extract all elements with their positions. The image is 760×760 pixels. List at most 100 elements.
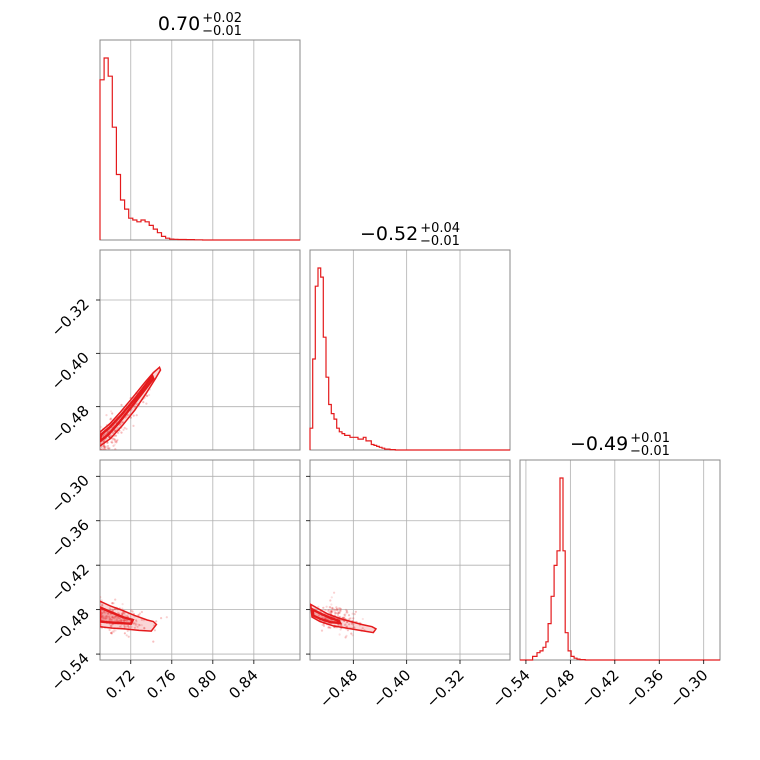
sample-point: [93, 440, 95, 442]
sample-point: [338, 611, 341, 614]
sample-point: [329, 599, 332, 602]
sample-point: [146, 394, 149, 398]
contour-inner: [100, 373, 155, 443]
sample-point: [107, 447, 110, 450]
sample-point: [337, 607, 340, 610]
y-tick-label: −0.30: [48, 471, 93, 516]
sample-point: [97, 440, 99, 442]
sample-point: [91, 438, 93, 440]
sample-point: [98, 450, 100, 452]
sample-point: [344, 623, 347, 626]
sample-point: [110, 632, 113, 635]
sample-point: [141, 618, 144, 622]
sample-point: [110, 625, 113, 628]
sample-point: [113, 443, 116, 446]
sample-point: [126, 629, 129, 632]
sample-point: [90, 457, 92, 459]
sample-point: [94, 607, 96, 609]
sample-point: [102, 610, 106, 613]
sample-point: [347, 617, 350, 621]
sample-point: [119, 422, 122, 425]
sample-point: [93, 622, 95, 624]
sample-point: [98, 628, 100, 630]
sample-point: [125, 427, 128, 430]
sample-point: [132, 414, 135, 417]
sample-point: [96, 442, 98, 444]
x-tick-label: −0.48: [316, 666, 361, 711]
panel-r2-c0: [93, 459, 301, 661]
sample-point: [105, 414, 108, 417]
sample-point: [97, 434, 99, 436]
sample-point: [352, 626, 355, 629]
sample-point: [118, 617, 122, 620]
sample-point: [327, 626, 330, 629]
sample-point: [140, 624, 143, 627]
sample-point: [333, 608, 336, 611]
sample-point: [114, 430, 117, 433]
sample-point: [108, 619, 111, 622]
sample-point: [112, 630, 115, 633]
sample-point: [89, 456, 91, 458]
sample-point: [97, 442, 99, 444]
sample-point: [324, 609, 327, 612]
sample-point: [130, 625, 133, 629]
sample-point: [121, 603, 124, 606]
histogram-param-2: [309, 267, 510, 451]
sample-point: [344, 613, 347, 616]
sample-point: [135, 619, 138, 622]
sample-point: [160, 617, 163, 620]
sample-point: [345, 625, 349, 628]
sample-point: [133, 622, 137, 625]
sample-point: [96, 452, 98, 454]
sample-point: [123, 624, 126, 627]
sample-point: [108, 436, 111, 439]
sample-point: [113, 617, 116, 620]
sample-point: [123, 619, 126, 622]
x-tick-label: −0.54: [489, 666, 534, 711]
sample-point: [101, 434, 104, 437]
sample-point: [115, 618, 118, 621]
sample-point: [336, 612, 339, 615]
sample-point: [96, 604, 98, 606]
sample-point: [91, 452, 93, 454]
sample-point: [330, 609, 333, 612]
title-lower-error: −0.01: [630, 444, 670, 459]
title-param-3: −0.49 +0.01 −0.01: [570, 431, 670, 459]
sample-point: [335, 612, 338, 615]
sample-point: [137, 613, 140, 617]
title-upper-error: +0.02: [202, 11, 242, 26]
sample-point: [143, 626, 146, 630]
sample-point: [111, 432, 114, 435]
sample-point: [114, 629, 117, 632]
sample-point: [346, 629, 349, 632]
title-param-1: 0.70 +0.02 −0.01: [158, 11, 242, 39]
sample-point: [109, 631, 113, 635]
sample-point: [94, 442, 96, 444]
sample-point: [335, 606, 338, 609]
sample-point: [339, 607, 342, 611]
sample-point: [101, 448, 105, 450]
sample-point: [117, 616, 120, 619]
sample-point: [106, 446, 109, 449]
sample-point: [98, 450, 100, 452]
sample-point: [108, 607, 111, 610]
sample-point: [329, 626, 332, 629]
sample-point: [351, 612, 354, 615]
sample-point: [351, 634, 354, 637]
sample-point: [93, 614, 95, 616]
sample-point: [91, 440, 93, 442]
sample-point: [132, 622, 135, 625]
sample-point: [95, 452, 97, 454]
title-param-2: −0.52 +0.04 −0.01: [360, 221, 460, 249]
sample-point: [96, 453, 98, 455]
sample-point: [338, 611, 341, 614]
sample-point: [100, 596, 102, 599]
y-tick-label: −0.36: [48, 516, 93, 561]
sample-point: [96, 453, 98, 455]
sample-point: [101, 615, 104, 618]
sample-point: [323, 616, 326, 620]
sample-point: [95, 434, 97, 436]
sample-point: [104, 617, 107, 620]
sample-point: [114, 615, 117, 618]
sample-point: [331, 607, 334, 610]
